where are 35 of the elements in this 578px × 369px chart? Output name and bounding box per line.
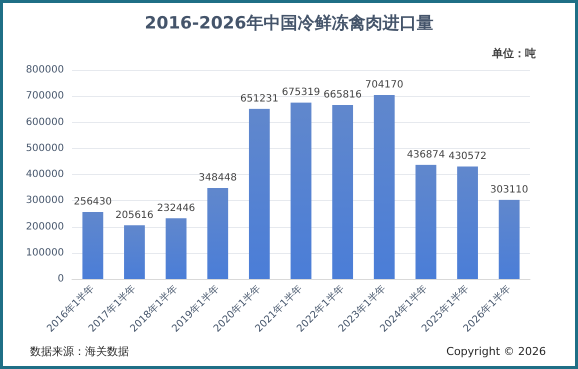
data-label: 704170 <box>365 80 404 91</box>
y-tick-label: 100000 <box>26 247 64 258</box>
data-label: 436874 <box>406 149 446 160</box>
y-tick-label: 600000 <box>26 116 64 128</box>
data-label: 675319 <box>282 87 320 98</box>
bar <box>416 164 436 279</box>
y-tick-label: 500000 <box>26 142 64 154</box>
y-tick-label: 300000 <box>26 195 64 206</box>
y-tick-label: 800000 <box>26 64 64 76</box>
bar <box>290 102 312 279</box>
data-label: 205616 <box>115 210 154 221</box>
bar <box>82 212 104 279</box>
data-label: 232446 <box>156 202 196 214</box>
bar <box>332 105 354 279</box>
data-label: 256430 <box>74 196 112 208</box>
data-label: 348448 <box>198 172 237 184</box>
y-tick-label: 700000 <box>26 90 64 102</box>
bar <box>374 95 395 279</box>
text: 单位：吨 <box>491 47 536 60</box>
y-tick-label: 0 <box>58 274 64 284</box>
text: Copyright © 2026 <box>446 345 546 358</box>
y-tick-label: 200000 <box>26 221 64 232</box>
bar <box>166 218 186 279</box>
data-label: 303110 <box>490 184 528 196</box>
bar <box>207 188 228 279</box>
data-label: 430572 <box>448 151 487 162</box>
bar <box>498 200 520 279</box>
bar <box>124 225 145 279</box>
data-label: 651231 <box>240 93 278 104</box>
y-tick-label: 400000 <box>26 169 64 180</box>
bar <box>457 166 478 279</box>
source-note: 数据来源：海关数据 <box>30 345 129 358</box>
chart-title: 2016-2026年中国冷鲜冻禽肉进口量 <box>144 14 434 34</box>
data-label: 665816 <box>324 90 362 101</box>
bar <box>248 108 270 279</box>
